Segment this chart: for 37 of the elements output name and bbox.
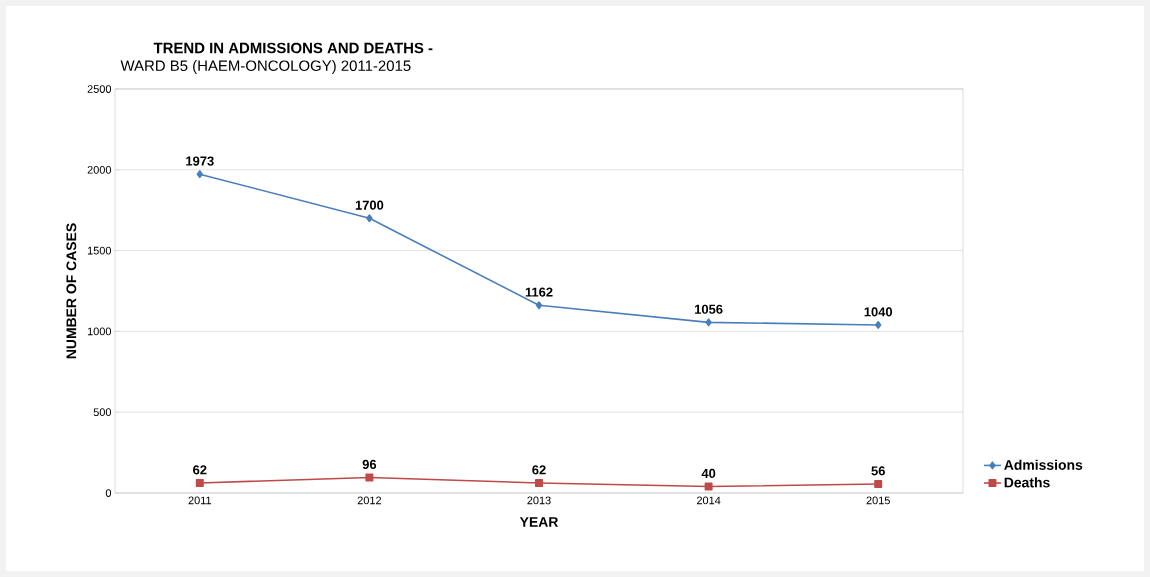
data-label: 62 bbox=[193, 465, 207, 475]
data-label: 1040 bbox=[864, 307, 893, 317]
data-label: 1162 bbox=[525, 287, 553, 297]
chart-title: TREND IN ADMISSIONS AND DEATHS - bbox=[153, 42, 433, 54]
point bbox=[874, 479, 883, 488]
data-label: 40 bbox=[701, 468, 716, 479]
data-label: 1700 bbox=[355, 200, 384, 210]
y-tick-label: 0 bbox=[105, 489, 112, 497]
data-label: 56 bbox=[871, 466, 885, 476]
y-tick-label: 2000 bbox=[87, 165, 112, 174]
point bbox=[704, 482, 713, 491]
point bbox=[365, 473, 374, 482]
point bbox=[195, 478, 204, 487]
legend-label: Admissions bbox=[1004, 459, 1083, 470]
x-tick-label: 2015 bbox=[866, 496, 890, 505]
chart-subtitle: WARD B5 (HAEM-ONCOLOGY) 2011-2015 bbox=[120, 60, 411, 74]
point bbox=[705, 318, 712, 327]
data-label: 62 bbox=[532, 465, 546, 475]
x-tick-label: 2014 bbox=[696, 496, 721, 505]
data-label: 1973 bbox=[186, 156, 214, 166]
y-tick-label: 2500 bbox=[87, 85, 112, 93]
data-label: 1056 bbox=[695, 304, 723, 314]
x-tick-label: 2012 bbox=[357, 496, 382, 505]
y-axis-title: NUMBER OF CASES bbox=[66, 223, 77, 359]
y-tick-label: 1000 bbox=[87, 327, 112, 336]
data-label: 96 bbox=[362, 459, 377, 469]
point bbox=[535, 301, 543, 310]
legend-label: Deaths bbox=[1004, 477, 1050, 488]
point bbox=[196, 170, 203, 179]
point bbox=[535, 478, 543, 487]
x-tick-label: 2011 bbox=[188, 496, 212, 505]
point bbox=[366, 214, 373, 223]
y-tick-label: 500 bbox=[93, 408, 112, 417]
x-axis-title: YEAR bbox=[519, 517, 559, 527]
y-tick-label: 1500 bbox=[87, 246, 112, 255]
point bbox=[875, 320, 882, 329]
x-tick-label: 2013 bbox=[527, 496, 551, 505]
